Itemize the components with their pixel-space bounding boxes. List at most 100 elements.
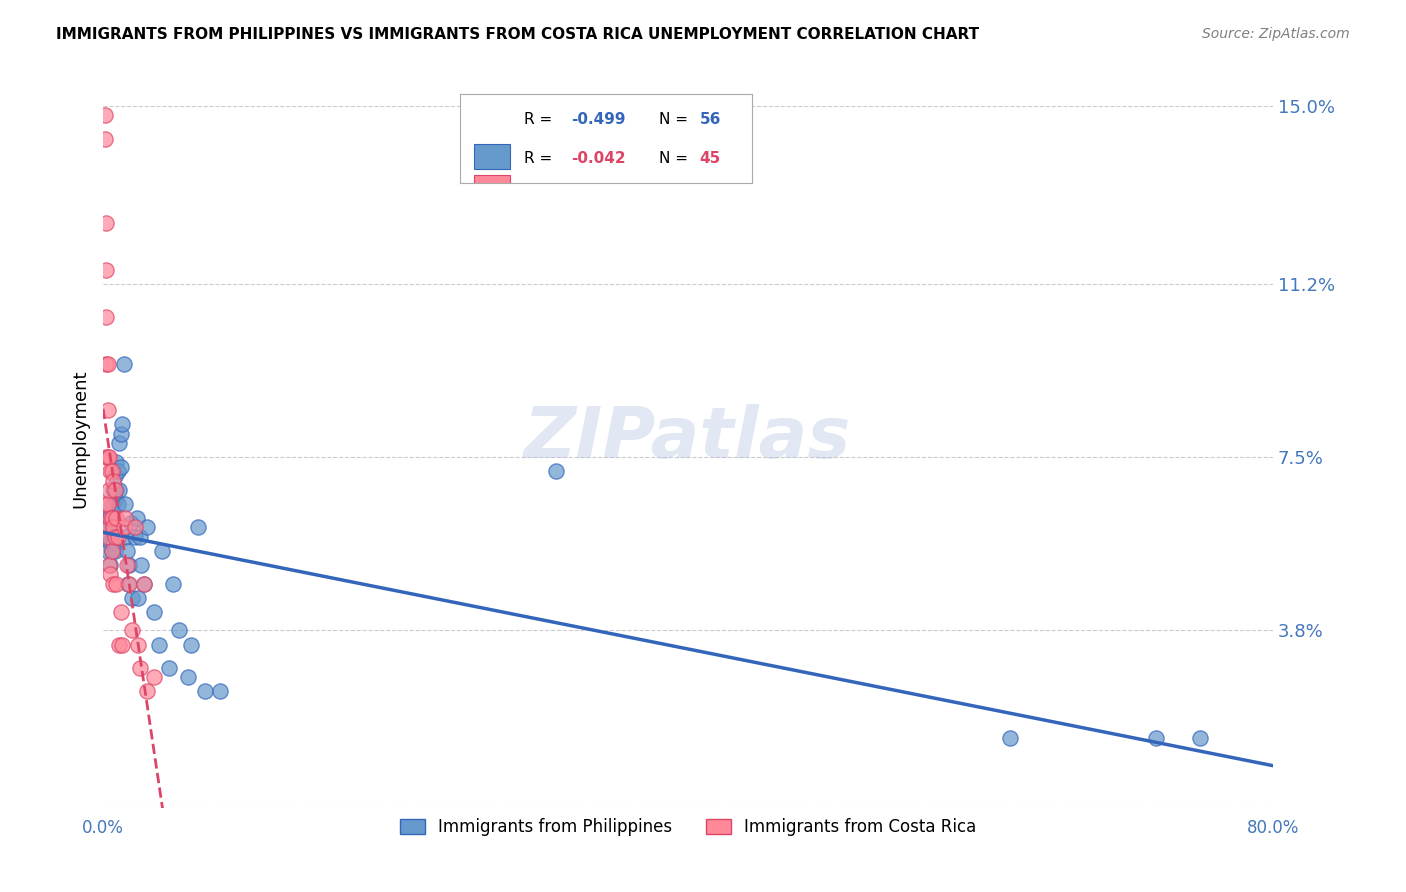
Point xyxy=(94,263,117,277)
Point xyxy=(105,530,128,544)
Point xyxy=(112,520,135,534)
Point xyxy=(98,558,121,572)
Point xyxy=(115,544,138,558)
Point xyxy=(107,497,129,511)
Point xyxy=(110,426,132,441)
Point xyxy=(93,132,115,146)
Point xyxy=(107,530,129,544)
Text: Source: ZipAtlas.com: Source: ZipAtlas.com xyxy=(1202,27,1350,41)
Point xyxy=(118,576,141,591)
Point xyxy=(110,605,132,619)
Point xyxy=(129,558,152,572)
Point xyxy=(96,403,118,417)
Point xyxy=(167,624,190,638)
Point xyxy=(101,511,124,525)
Point xyxy=(143,670,166,684)
Point xyxy=(100,558,122,572)
Point xyxy=(111,417,134,432)
Point xyxy=(194,684,217,698)
Point xyxy=(94,450,117,465)
Point xyxy=(100,534,122,549)
Point xyxy=(96,357,118,371)
Point xyxy=(118,558,141,572)
Point xyxy=(127,591,149,605)
Point xyxy=(93,108,115,122)
Y-axis label: Unemployment: Unemployment xyxy=(72,369,89,508)
Point xyxy=(132,576,155,591)
Point xyxy=(187,520,209,534)
Point xyxy=(114,511,136,525)
Point xyxy=(150,544,173,558)
Point xyxy=(136,684,159,698)
Point xyxy=(108,436,131,450)
Point xyxy=(96,520,118,534)
Point xyxy=(105,455,128,469)
Point xyxy=(107,464,129,478)
Point xyxy=(132,576,155,591)
Point xyxy=(98,520,121,534)
Point xyxy=(96,544,118,558)
Point xyxy=(1144,731,1167,746)
Point xyxy=(96,530,118,544)
Point xyxy=(101,544,124,558)
Point xyxy=(94,357,117,371)
Point xyxy=(105,511,128,525)
Point xyxy=(162,576,184,591)
Point xyxy=(103,576,125,591)
Point xyxy=(104,483,127,497)
Point xyxy=(108,638,131,652)
Point xyxy=(98,483,121,497)
Point xyxy=(110,459,132,474)
Point xyxy=(128,530,150,544)
Legend: Immigrants from Philippines, Immigrants from Costa Rica: Immigrants from Philippines, Immigrants … xyxy=(391,810,984,845)
Text: 80.0%: 80.0% xyxy=(1247,819,1299,837)
Point xyxy=(157,661,180,675)
Point xyxy=(114,497,136,511)
Point xyxy=(127,638,149,652)
Point xyxy=(98,530,121,544)
Point xyxy=(112,357,135,371)
Point xyxy=(101,497,124,511)
Text: 0.0%: 0.0% xyxy=(82,819,124,837)
Point xyxy=(100,567,122,582)
Point xyxy=(94,216,117,230)
Point xyxy=(100,464,122,478)
Point xyxy=(177,670,200,684)
Point xyxy=(124,520,146,534)
Point xyxy=(120,516,142,530)
Point xyxy=(546,464,568,478)
Point xyxy=(103,534,125,549)
Point xyxy=(105,576,128,591)
Text: IMMIGRANTS FROM PHILIPPINES VS IMMIGRANTS FROM COSTA RICA UNEMPLOYMENT CORRELATI: IMMIGRANTS FROM PHILIPPINES VS IMMIGRANT… xyxy=(56,27,980,42)
Point xyxy=(143,605,166,619)
Point xyxy=(104,492,127,507)
Point xyxy=(115,558,138,572)
Point xyxy=(103,511,125,525)
Point xyxy=(121,591,143,605)
Point xyxy=(96,450,118,465)
Point xyxy=(128,661,150,675)
Point xyxy=(125,511,148,525)
Point xyxy=(105,483,128,497)
Point xyxy=(104,544,127,558)
Point xyxy=(101,544,124,558)
Point xyxy=(108,483,131,497)
Point xyxy=(117,576,139,591)
Point xyxy=(148,638,170,652)
Point xyxy=(104,530,127,544)
Point xyxy=(101,520,124,534)
Point xyxy=(101,464,124,478)
Point xyxy=(180,638,202,652)
Text: ZIPatlas: ZIPatlas xyxy=(524,404,852,473)
Point xyxy=(121,624,143,638)
Point xyxy=(104,469,127,483)
Point xyxy=(1188,731,1211,746)
Point xyxy=(96,497,118,511)
Point xyxy=(103,474,125,488)
Point xyxy=(94,310,117,324)
Point xyxy=(100,511,122,525)
Point xyxy=(103,520,125,534)
Point xyxy=(103,483,125,497)
Point xyxy=(209,684,232,698)
Point xyxy=(98,450,121,465)
